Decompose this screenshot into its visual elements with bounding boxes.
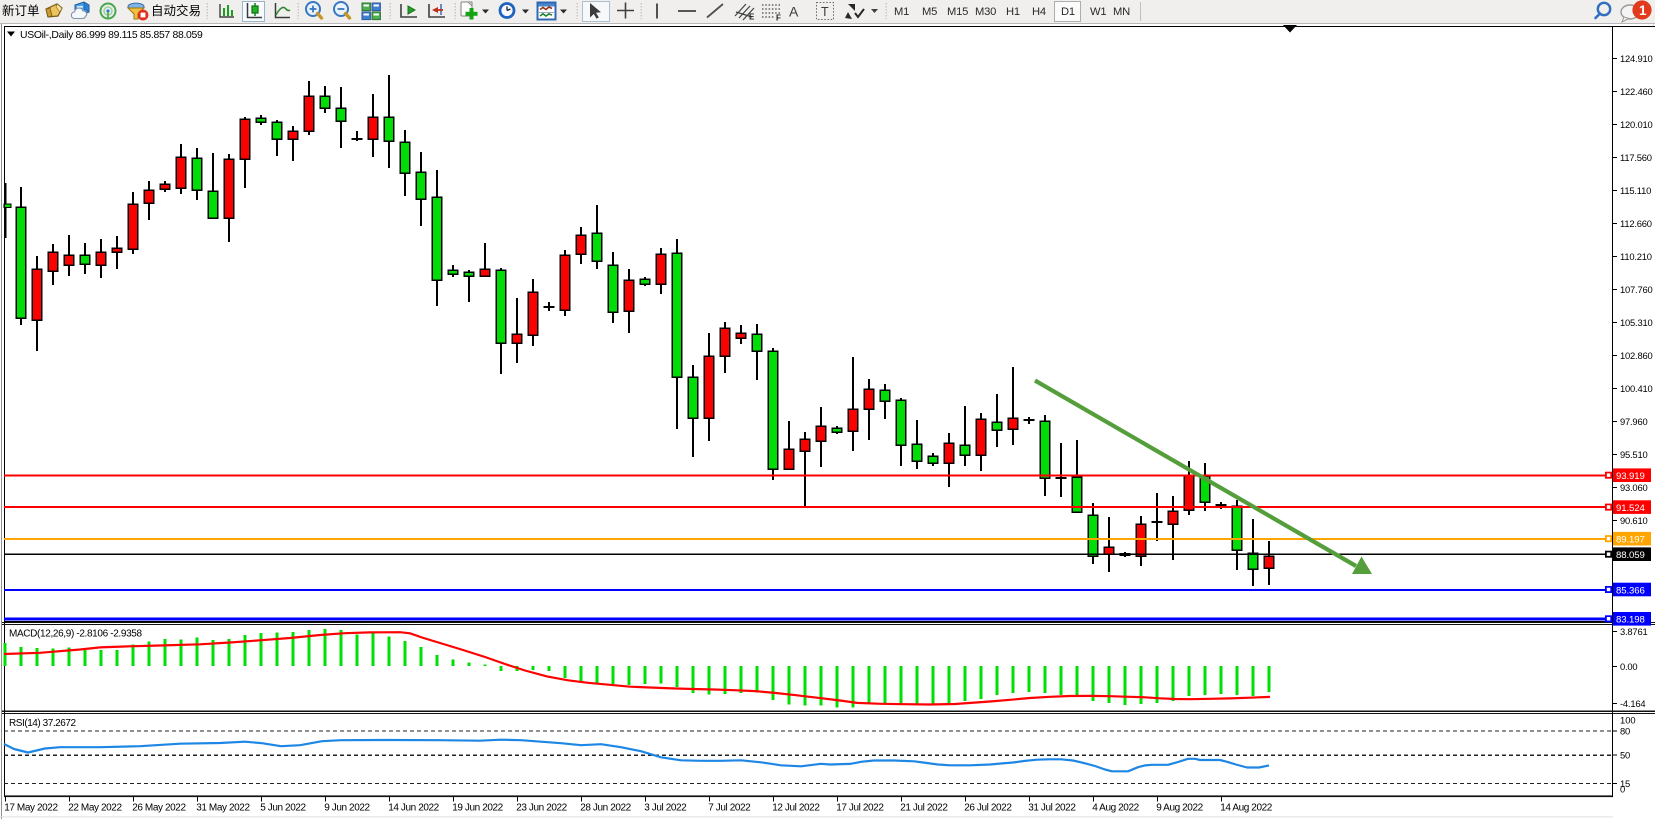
svg-text:100: 100: [1620, 715, 1636, 726]
svg-text:F: F: [776, 14, 781, 23]
svg-text:91.524: 91.524: [1616, 503, 1646, 514]
svg-text:-4.164: -4.164: [1620, 698, 1645, 709]
svg-text:112.660: 112.660: [1620, 218, 1652, 229]
svg-text:M5: M5: [922, 6, 937, 18]
svg-text:MN: MN: [1113, 6, 1130, 18]
svg-text:83.198: 83.198: [1616, 615, 1645, 626]
svg-text:T: T: [821, 5, 829, 19]
svg-text:9 Aug 2022: 9 Aug 2022: [1156, 803, 1203, 814]
svg-text:9 Jun 2022: 9 Jun 2022: [324, 803, 370, 814]
svg-text:50: 50: [1620, 750, 1630, 761]
svg-text:122.460: 122.460: [1620, 86, 1653, 97]
svg-text:15: 15: [1620, 778, 1630, 789]
svg-text:105.310: 105.310: [1620, 317, 1653, 328]
svg-text:USOil-,Daily 86.999 89.115 85: USOil-,Daily 86.999 89.115 85.857 88.059: [20, 30, 203, 41]
svg-text:4 Aug 2022: 4 Aug 2022: [1092, 803, 1139, 814]
svg-text:124.910: 124.910: [1620, 53, 1653, 64]
svg-text:1: 1: [1639, 3, 1647, 18]
svg-text:3 Jul 2022: 3 Jul 2022: [644, 803, 687, 814]
svg-text:26 Jul 2022: 26 Jul 2022: [964, 803, 1012, 814]
svg-text:E: E: [749, 13, 755, 22]
svg-text:93.919: 93.919: [1616, 471, 1645, 482]
svg-text:95.510: 95.510: [1620, 449, 1647, 460]
svg-text:5 Jun 2022: 5 Jun 2022: [260, 803, 306, 814]
svg-text:80: 80: [1620, 725, 1630, 736]
svg-text:26 May 2022: 26 May 2022: [132, 803, 186, 814]
svg-text:117.560: 117.560: [1620, 152, 1652, 163]
svg-text:23 Jun 2022: 23 Jun 2022: [516, 803, 567, 814]
svg-text:90.610: 90.610: [1620, 515, 1647, 526]
svg-text:自动交易: 自动交易: [151, 3, 201, 18]
svg-text:21 Jul 2022: 21 Jul 2022: [900, 803, 948, 814]
svg-text:28 Jun 2022: 28 Jun 2022: [580, 803, 631, 814]
svg-text:14 Jun 2022: 14 Jun 2022: [388, 803, 439, 814]
svg-text:89.197: 89.197: [1616, 535, 1645, 546]
svg-text:M30: M30: [975, 6, 996, 18]
svg-text:107.760: 107.760: [1620, 284, 1653, 295]
svg-text:H4: H4: [1032, 6, 1046, 18]
svg-text:MACD(12,26,9) -2.8106 -2.9358: MACD(12,26,9) -2.8106 -2.9358: [9, 629, 142, 640]
svg-text:3.8761: 3.8761: [1620, 626, 1647, 637]
svg-text:7 Jul 2022: 7 Jul 2022: [708, 803, 751, 814]
svg-text:H1: H1: [1006, 6, 1020, 18]
svg-text:110.210: 110.210: [1620, 251, 1652, 262]
svg-text:31 Jul 2022: 31 Jul 2022: [1028, 803, 1076, 814]
svg-text:12 Jul 2022: 12 Jul 2022: [772, 803, 820, 814]
svg-text:31 May 2022: 31 May 2022: [196, 803, 250, 814]
svg-text:14 Aug 2022: 14 Aug 2022: [1220, 803, 1273, 814]
svg-text:19 Jun 2022: 19 Jun 2022: [452, 803, 503, 814]
svg-text:102.860: 102.860: [1620, 350, 1653, 361]
svg-text:93.060: 93.060: [1620, 482, 1647, 493]
svg-text:新订单: 新订单: [2, 3, 40, 18]
svg-text:M15: M15: [947, 6, 968, 18]
svg-text:D1: D1: [1061, 6, 1075, 18]
svg-text:97.960: 97.960: [1620, 416, 1647, 427]
svg-text:0: 0: [1620, 784, 1625, 795]
svg-text:85.366: 85.366: [1616, 585, 1645, 596]
svg-text:120.010: 120.010: [1620, 119, 1653, 130]
svg-text:115.110: 115.110: [1620, 185, 1651, 196]
svg-text:22 May 2022: 22 May 2022: [68, 803, 122, 814]
svg-text:17 Jul 2022: 17 Jul 2022: [836, 803, 884, 814]
svg-text:RSI(14) 37.2672: RSI(14) 37.2672: [9, 718, 77, 729]
svg-text:17 May 2022: 17 May 2022: [4, 803, 58, 814]
svg-text:100.410: 100.410: [1620, 383, 1653, 394]
svg-text:M1: M1: [894, 6, 909, 18]
svg-text:A: A: [789, 4, 799, 20]
svg-text:0.00: 0.00: [1620, 661, 1637, 672]
svg-text:W1: W1: [1090, 6, 1106, 18]
svg-text:88.059: 88.059: [1616, 550, 1645, 561]
